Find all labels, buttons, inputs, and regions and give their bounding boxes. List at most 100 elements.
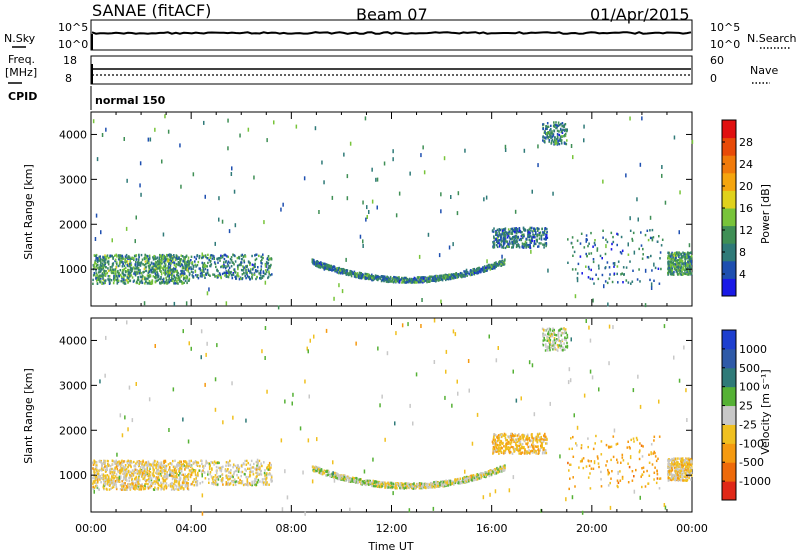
- data-cell: [587, 265, 590, 269]
- data-cell: [112, 483, 114, 487]
- data-cell: [92, 274, 95, 277]
- data-cell: [501, 230, 504, 234]
- noise-cell: [239, 133, 241, 138]
- data-cell: [113, 477, 116, 480]
- data-cell: [125, 486, 127, 490]
- noise-cell: [625, 173, 627, 178]
- data-cell: [669, 258, 672, 261]
- data-cell: [473, 273, 476, 276]
- data-cell: [253, 265, 256, 268]
- data-cell: [160, 278, 162, 281]
- data-cell: [220, 466, 223, 469]
- data-cell: [252, 473, 255, 476]
- data-cell: [249, 483, 252, 486]
- data-cell: [134, 271, 137, 274]
- data-cell: [563, 125, 565, 128]
- data-cell: [133, 272, 135, 275]
- data-cell: [188, 462, 191, 465]
- data-cell: [261, 258, 263, 261]
- data-cell: [139, 469, 142, 473]
- data-cell: [620, 235, 623, 239]
- data-cell: [511, 241, 514, 244]
- data-cell: [106, 254, 109, 257]
- noise-cell: [592, 298, 594, 303]
- data-cell: [117, 279, 120, 282]
- data-cell: [126, 279, 128, 282]
- data-cell: [185, 266, 187, 270]
- data-cell: [115, 473, 118, 476]
- data-cell: [631, 239, 634, 242]
- data-cell: [131, 472, 134, 476]
- data-cell: [175, 265, 177, 268]
- data-cell: [124, 282, 127, 285]
- data-cell: [555, 124, 558, 127]
- data-cell: [93, 468, 95, 472]
- data-cell: [229, 475, 232, 478]
- data-cell: [268, 468, 271, 471]
- data-cell: [408, 277, 411, 281]
- data-cell: [162, 280, 165, 283]
- data-cell: [689, 269, 691, 272]
- data-cell: [262, 274, 265, 278]
- data-cell: [504, 240, 507, 243]
- data-cell: [245, 475, 247, 479]
- data-cell: [148, 485, 151, 489]
- data-cell: [244, 468, 246, 471]
- data-cell: [413, 486, 415, 489]
- data-cell: [523, 235, 525, 238]
- data-cell: [147, 462, 150, 466]
- data-cell: [209, 473, 211, 476]
- data-cell: [187, 484, 189, 488]
- data-cell: [430, 275, 433, 278]
- data-cell: [115, 487, 118, 491]
- data-cell: [100, 261, 102, 264]
- data-cell: [683, 264, 685, 268]
- data-cell: [684, 266, 687, 269]
- data-cell: [675, 251, 678, 254]
- data-cell: [234, 254, 236, 258]
- data-cell: [133, 258, 135, 262]
- data-cell: [187, 473, 189, 477]
- data-cell: [150, 281, 153, 284]
- data-cell: [96, 484, 98, 488]
- data-cell: [228, 271, 230, 274]
- data-cell: [162, 254, 165, 258]
- data-cell: [143, 474, 145, 477]
- data-cell: [556, 129, 559, 132]
- data-cell: [122, 467, 125, 470]
- data-cell: [558, 133, 561, 137]
- data-cell: [406, 280, 409, 284]
- data-cell: [110, 279, 113, 282]
- data-cell: [126, 479, 128, 482]
- data-cell: [622, 281, 624, 284]
- data-cell: [144, 282, 146, 285]
- data-cell: [418, 276, 421, 279]
- data-cell: [150, 261, 153, 264]
- data-cell: [100, 461, 102, 464]
- data-cell: [682, 251, 684, 254]
- data-cell: [106, 465, 108, 468]
- data-cell: [572, 246, 574, 249]
- data-cell: [191, 262, 193, 265]
- data-cell: [608, 266, 611, 269]
- data-cell: [154, 482, 156, 486]
- data-cell: [140, 484, 142, 488]
- data-cell: [551, 138, 554, 141]
- data-cell: [249, 463, 252, 466]
- data-cell: [374, 275, 376, 278]
- data-cell: [452, 277, 454, 280]
- noise-cell: [143, 301, 146, 306]
- data-cell: [507, 228, 510, 231]
- data-cell: [141, 281, 143, 284]
- data-cell: [548, 135, 550, 139]
- data-cell: [203, 274, 205, 277]
- data-cell: [259, 470, 262, 473]
- data-cell: [611, 242, 613, 246]
- data-cell: [203, 265, 206, 269]
- data-cell: [154, 272, 157, 275]
- data-cell: [342, 268, 344, 271]
- data-cell: [138, 255, 140, 259]
- data-cell: [127, 271, 130, 274]
- data-cell: [154, 486, 156, 489]
- data-cell: [142, 473, 144, 476]
